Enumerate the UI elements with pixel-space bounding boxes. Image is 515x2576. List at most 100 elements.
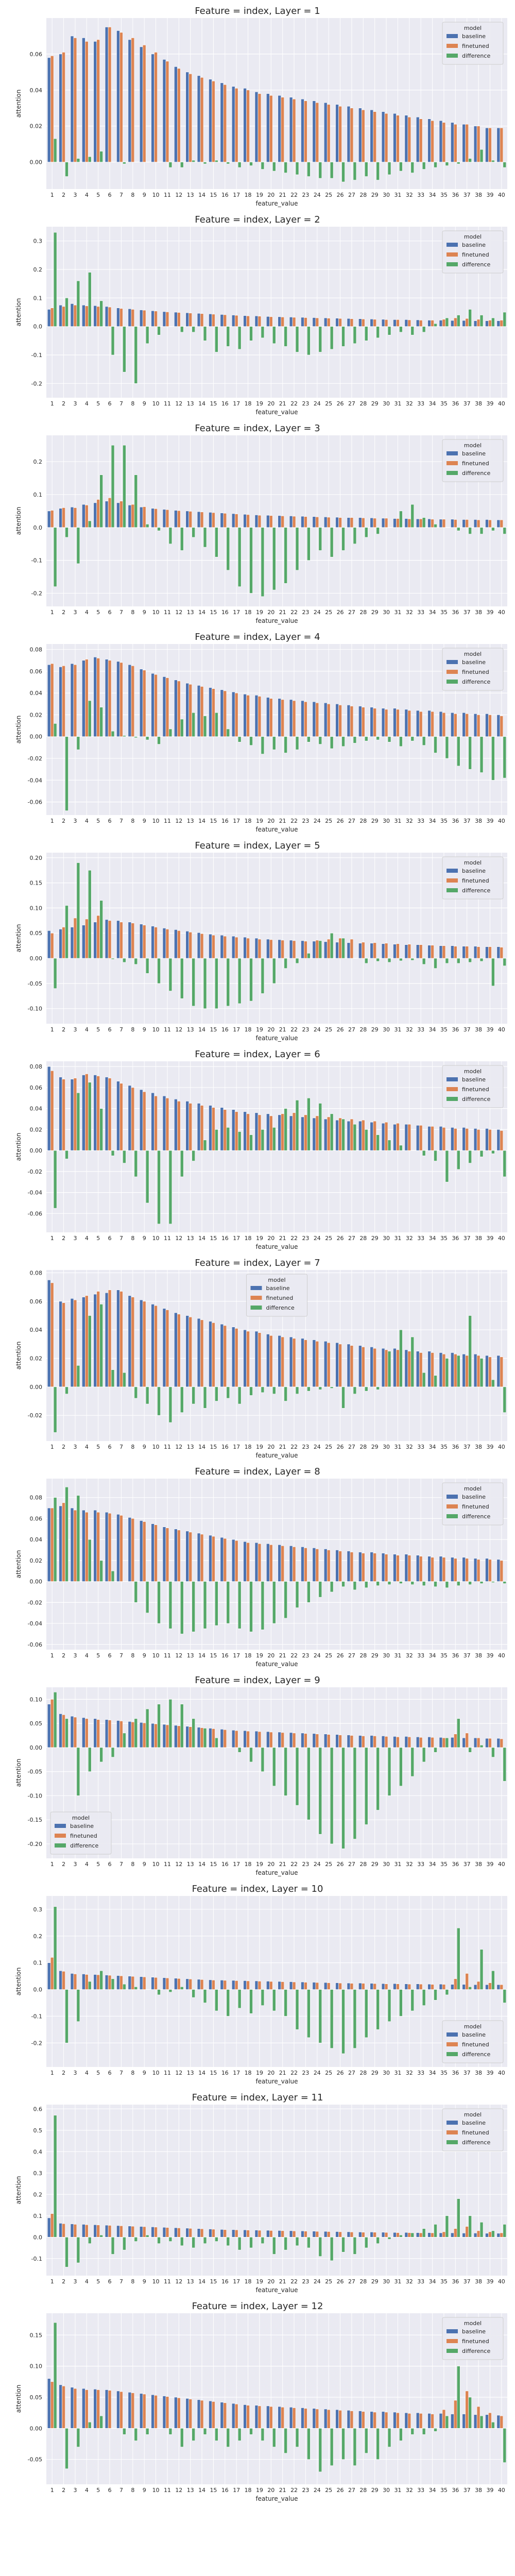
bar-baseline xyxy=(404,2412,408,2429)
bar-difference xyxy=(157,326,161,335)
bar-baseline xyxy=(451,1352,454,1387)
bar-baseline xyxy=(323,1549,328,1582)
legend-label-difference: difference xyxy=(462,1096,490,1103)
bar-baseline xyxy=(462,320,466,327)
bar-baseline xyxy=(162,2227,166,2238)
bar-baseline xyxy=(439,711,443,737)
bar-finetuned xyxy=(465,2226,469,2238)
x-tick-label: 2 xyxy=(62,1652,65,1659)
bar-difference xyxy=(192,326,195,333)
x-tick-label: 26 xyxy=(337,192,344,198)
bar-finetuned xyxy=(304,100,307,162)
x-tick-label: 36 xyxy=(452,1444,459,1450)
x-tick-label: 30 xyxy=(383,609,390,616)
bar-baseline xyxy=(151,54,154,162)
x-tick-label: 33 xyxy=(417,1652,424,1659)
bar-finetuned xyxy=(350,2232,354,2238)
bar-baseline xyxy=(209,2400,212,2429)
bar-baseline xyxy=(162,1308,166,1387)
chart-panel-7: Feature = index, Layer = 7 -0.02 0.00 0.02 0… xyxy=(0,1255,515,1463)
bar-difference xyxy=(479,2222,484,2238)
bar-difference xyxy=(180,719,184,737)
bar-difference xyxy=(145,524,149,528)
bar-baseline xyxy=(381,943,385,959)
bar-baseline xyxy=(174,1978,178,1990)
bar-baseline xyxy=(254,2405,259,2429)
bar-baseline xyxy=(496,1129,501,1151)
x-tick-label: 38 xyxy=(475,1444,482,1450)
bar-baseline xyxy=(220,1107,224,1151)
bar-baseline xyxy=(70,1507,74,1582)
x-tick-label: 17 xyxy=(233,2278,240,2285)
y-tick-label: 0.20 xyxy=(30,855,43,861)
bar-finetuned xyxy=(500,2232,504,2238)
bar-difference xyxy=(145,958,149,974)
bar-finetuned xyxy=(292,1547,296,1582)
bar-finetuned xyxy=(119,1515,123,1582)
bar-baseline xyxy=(323,941,328,959)
x-tick-label: 11 xyxy=(164,2487,171,2494)
x-tick-label: 20 xyxy=(267,818,274,824)
bar-finetuned xyxy=(454,2228,457,2238)
y-tick-label: -0.2 xyxy=(31,2040,42,2046)
y-tick-label: -0.2 xyxy=(31,590,42,597)
bar-difference xyxy=(145,1708,149,1748)
bar-difference xyxy=(111,1150,115,1156)
x-tick-label: 12 xyxy=(175,400,182,407)
x-tick-label: 4 xyxy=(85,400,89,407)
legend-label-finetuned: finetuned xyxy=(462,669,489,675)
bar-difference xyxy=(123,1733,126,1748)
bar-difference xyxy=(203,2236,207,2244)
bar-difference xyxy=(65,1718,68,1748)
bar-baseline xyxy=(312,701,316,737)
bar-baseline xyxy=(116,920,120,959)
plot-area xyxy=(46,1896,507,2067)
x-tick-label: 21 xyxy=(279,2278,286,2285)
bar-baseline xyxy=(231,513,235,528)
bar-baseline xyxy=(370,2232,374,2238)
bar-baseline xyxy=(47,2217,51,2238)
bar-finetuned xyxy=(476,1737,480,1748)
bar-baseline xyxy=(416,1125,420,1151)
bar-difference xyxy=(341,1118,345,1151)
x-tick-label: 31 xyxy=(394,1026,401,1033)
bar-finetuned xyxy=(131,2393,135,2429)
bar-difference xyxy=(399,2428,403,2441)
bar-finetuned xyxy=(281,2230,284,2238)
x-tick-label: 35 xyxy=(440,400,448,407)
bar-baseline xyxy=(278,1732,282,1748)
bar-finetuned xyxy=(246,1542,250,1582)
bar-baseline xyxy=(462,946,466,959)
x-tick-label: 34 xyxy=(429,1861,436,1868)
bar-baseline xyxy=(289,1546,293,1582)
bar-baseline xyxy=(278,1981,282,1990)
x-axis-label: feature_value xyxy=(255,1035,298,1042)
bar-baseline xyxy=(427,518,431,528)
x-tick-label: 13 xyxy=(187,2278,194,2285)
x-tick-label: 36 xyxy=(452,2278,459,2285)
legend-label-finetuned: finetuned xyxy=(462,43,489,49)
bar-difference xyxy=(295,1100,299,1151)
x-tick-label: 1 xyxy=(50,609,54,616)
bar-finetuned xyxy=(223,1109,227,1151)
bar-baseline xyxy=(59,2223,62,2238)
bar-finetuned xyxy=(338,2410,342,2429)
bar-difference xyxy=(134,1386,138,1399)
bar-difference xyxy=(53,723,57,737)
legend-title: model xyxy=(464,2023,482,2030)
bar-finetuned xyxy=(108,307,112,327)
bar-baseline xyxy=(439,1984,443,1990)
bar-baseline xyxy=(82,1717,85,1748)
bar-difference xyxy=(364,2236,368,2248)
bar-baseline xyxy=(70,1716,74,1748)
bar-difference xyxy=(387,326,391,335)
bar-baseline xyxy=(105,306,109,327)
bar-difference xyxy=(341,1386,345,1409)
bar-difference xyxy=(261,162,265,170)
bar-difference xyxy=(203,716,207,737)
bar-baseline xyxy=(416,2412,420,2429)
x-tick-label: 38 xyxy=(475,1026,482,1033)
bar-difference xyxy=(215,1581,218,1626)
legend-label-difference: difference xyxy=(462,679,490,685)
